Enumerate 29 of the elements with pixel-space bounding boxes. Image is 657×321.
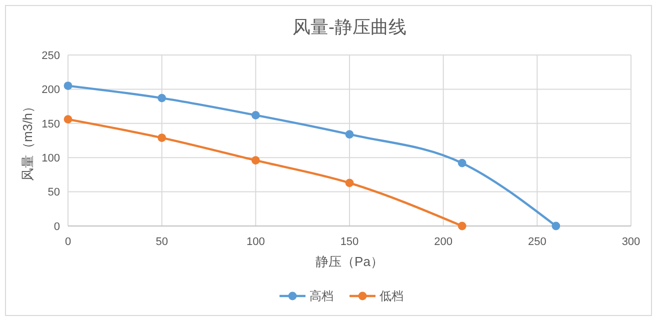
- y-tick-label: 100: [42, 152, 60, 164]
- point: [251, 111, 260, 120]
- point: [158, 134, 166, 142]
- point: [458, 222, 466, 230]
- point: [251, 156, 260, 165]
- point: [158, 94, 166, 102]
- legend-label: 低档: [380, 289, 404, 304]
- y-tick-label: 0: [54, 220, 60, 233]
- x-tick-label: 250: [528, 236, 546, 248]
- x-tick-label: 300: [622, 236, 640, 248]
- x-tick-label: 150: [340, 236, 359, 248]
- y-tick-label: 250: [42, 50, 60, 62]
- x-tick-label: 0: [64, 236, 72, 248]
- y-tick-label: 50: [48, 186, 60, 199]
- point: [64, 82, 72, 90]
- x-tick-label: 200: [434, 236, 453, 248]
- point: [345, 130, 354, 139]
- x-tick-label: 100: [246, 236, 265, 248]
- point: [552, 222, 560, 230]
- point: [458, 158, 466, 168]
- y-axis-title: 风量（m3/h）: [20, 100, 35, 181]
- chart-title: 风量-静压曲线: [292, 17, 406, 37]
- point: [64, 115, 72, 124]
- x-tick-label: 50: [156, 236, 168, 248]
- point: [345, 178, 354, 188]
- y-tick-label: 200: [42, 84, 60, 96]
- legend-label: 高档: [310, 289, 334, 304]
- y-tick-label: 150: [42, 118, 60, 130]
- x-axis-title: 静压（Pa）: [316, 254, 384, 269]
